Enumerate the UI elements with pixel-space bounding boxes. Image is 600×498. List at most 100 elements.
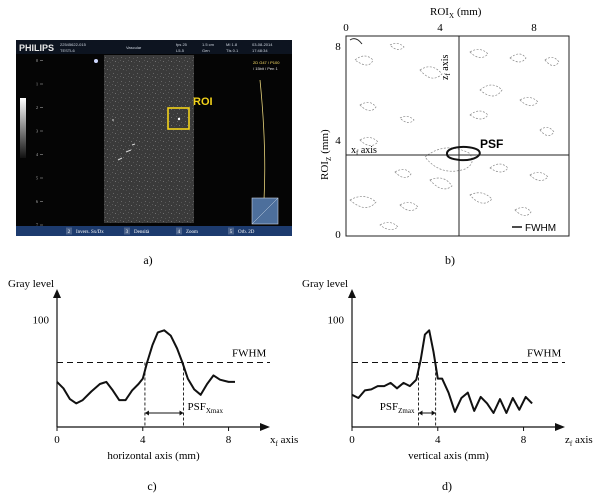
y-axis-arrow <box>348 289 356 298</box>
menu-key-box <box>176 227 182 235</box>
roi-scatterer <box>177 117 181 121</box>
gray-level-profile <box>351 329 533 414</box>
tis-value: TIs 0.1 <box>226 48 239 53</box>
psf-arrow-head-right <box>431 410 436 416</box>
exam-date: 03-08-2014 <box>252 42 273 47</box>
menu-key-number: 3 <box>126 230 129 235</box>
x-tick-label: 0 <box>349 434 355 446</box>
depth-tick-label: 4 <box>36 152 38 157</box>
brand-label: PHILIPS <box>19 43 54 53</box>
menu-key-label: Zoom <box>186 230 198 235</box>
depth-tick-label: 6 <box>36 199 38 204</box>
panel-d: Gray level d) 100 0 4 8 FWHM PSFZmax vertical … <box>302 278 593 493</box>
psf-arrow-head-left <box>418 410 423 416</box>
y-tick-label: 100 <box>33 315 50 327</box>
roi-y-tick: 4 <box>335 135 341 147</box>
menu-key-box <box>228 227 234 235</box>
psf-width-label: PSFZmax <box>380 401 415 415</box>
x-axis-title: vertical axis (mm) <box>408 450 489 462</box>
thumbnail-diagonal <box>251 197 279 225</box>
psf-contour <box>446 145 481 162</box>
depth-ruler: 0 1 2 3 4 5 6 7 <box>36 58 43 228</box>
bottom-menu: 2 Invers. Sx/Dx 3 Densità 4 Zoom 5 Orb. 2D <box>66 227 255 235</box>
roi-y-title: ROIZ(mm) <box>319 129 333 180</box>
gray-level-profile <box>56 329 235 405</box>
legend-label: FWHM <box>525 223 556 234</box>
corner-contour <box>349 38 363 45</box>
x-axis-title: horizontal axis (mm) <box>107 450 200 462</box>
depth-value: 1.5 cm <box>202 42 215 47</box>
roi-y-ticks: 8 4 0 <box>335 41 341 241</box>
caption-a: a) <box>143 253 152 267</box>
x-tick-label: 4 <box>140 434 146 446</box>
depth-tick-label: 1 <box>36 82 38 87</box>
roi-y-tick: 8 <box>335 41 341 53</box>
roi-box <box>167 107 190 130</box>
psf-arrow-head-left <box>144 410 149 416</box>
mode-info-1: 2D G47 / P100 <box>253 60 280 65</box>
menu-key-number: 5 <box>230 230 233 235</box>
menu-key-box <box>124 227 130 235</box>
mi-value: MI 1.8 <box>226 42 238 47</box>
d-ylabel: Gray level <box>302 278 348 290</box>
depth-tick-label: 5 <box>36 176 38 181</box>
depth-tick-label: 7 <box>36 223 38 228</box>
panel-a: PHILIPS 22545622-015 TESTL6 Vascular fps… <box>16 40 292 267</box>
caption-d: d) <box>442 479 452 493</box>
gray-scale-bar <box>20 98 26 158</box>
menu-key-label: Orb. 2D <box>238 230 255 235</box>
roi-x-title: ROIX (mm) <box>430 6 482 20</box>
roi-x-tick: 0 <box>343 22 349 34</box>
menu-key-label: Densità <box>134 230 150 235</box>
caption-b: b) <box>445 253 455 267</box>
zf-axis-label: zf axis <box>440 54 452 80</box>
mode-info-2: / 15bit / Pen 1 <box>253 66 278 71</box>
menu-key-label: Invers. Sx/Dx <box>76 230 104 235</box>
c-ylabel: Gray level <box>8 278 54 290</box>
x-axis-name: zf axis <box>565 434 593 448</box>
psf-arrow-head-right <box>179 410 184 416</box>
fwhm-label: FWHM <box>527 348 561 360</box>
depth-tick-label: 0 <box>36 58 38 63</box>
patient-name: TESTL6 <box>60 48 75 53</box>
fwhm-label: FWHM <box>232 348 266 360</box>
menu-key-number: 4 <box>178 230 181 235</box>
caption-c: c) <box>147 479 156 493</box>
gen-label: Gen <box>202 48 210 53</box>
roi-map-frame <box>345 35 570 237</box>
bottom-menu-bar <box>16 226 292 236</box>
fwhm-contours <box>349 43 560 230</box>
x-axis-arrow <box>555 423 565 431</box>
x-tick-label: 4 <box>435 434 441 446</box>
roi-x-ticks: 0 4 8 <box>343 22 537 34</box>
y-axis-arrow <box>53 289 61 298</box>
roi-x-tick: 4 <box>437 22 443 34</box>
bright-echoes <box>112 119 136 161</box>
psf-label: PSF <box>480 137 503 151</box>
orientation-marker <box>94 59 98 63</box>
x-axis-name: xf axis <box>270 434 298 448</box>
probe-name: L5-5 <box>176 48 185 53</box>
depth-tick-label: 3 <box>36 129 38 134</box>
x-tick-label: 0 <box>54 434 60 446</box>
roi-label: ROI <box>193 96 213 108</box>
y-tick-label: 100 <box>328 315 345 327</box>
depth-tick-label: 2 <box>36 105 38 110</box>
study-name: Vascular <box>126 45 142 50</box>
fps-value: fps 25 <box>176 42 188 47</box>
x-tick-label: 8 <box>521 434 527 446</box>
patient-id: 22545622-015 <box>60 42 87 47</box>
panel-c: Gray level c) 100 0 4 8 FWHM PSFXmax horizonta… <box>8 278 298 493</box>
x-tick-label: 8 <box>226 434 232 446</box>
exam-time: 17:48:34 <box>252 48 268 53</box>
menu-key-box <box>66 227 72 235</box>
roi-y-tick: 0 <box>335 229 341 241</box>
roi-x-tick: 8 <box>531 22 537 34</box>
psf-width-label: PSFXmax <box>188 401 224 415</box>
panel-b: PSF xf axis zf axis FWHM 0 4 8 8 4 0 ROIX (mm… <box>319 6 570 267</box>
xf-axis-label: xf axis <box>351 145 377 157</box>
tgc-curve <box>259 79 266 201</box>
ultrasound-image <box>104 55 194 223</box>
ultrasound-header <box>16 40 292 54</box>
x-axis-arrow <box>260 423 270 431</box>
